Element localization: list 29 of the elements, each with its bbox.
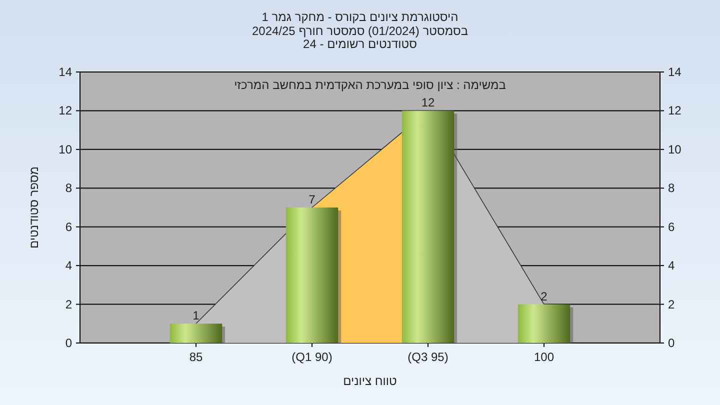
chart-subtitle: בסמסטר (01/2024) סמסטר חורף 2024/25 סטודנטים רשומים - 24 — [252, 24, 468, 51]
x-tick-label: (Q1 90) — [292, 350, 332, 364]
annotation: במשימה : ציון סופי במערכת האקדמית במחשב המרכזי — [234, 78, 506, 92]
x-tick-label: 100 — [534, 350, 554, 364]
y2-tick-label: 10 — [668, 142, 682, 156]
y-tick-label: 10 — [58, 142, 72, 156]
y-tick-label: 0 — [65, 336, 72, 350]
y2-tick-label: 12 — [668, 104, 682, 118]
data-label: 2 — [540, 289, 548, 304]
y2-tick-label: 14 — [668, 65, 682, 79]
y-axis-title: מספר סטודנטים — [27, 166, 41, 249]
x-tick-label: (Q3 95) — [408, 350, 448, 364]
y-tick-label: 2 — [65, 297, 72, 312]
y2-tick-label: 0 — [668, 336, 675, 350]
y-tick-label: 6 — [65, 220, 72, 234]
y2-tick-label: 2 — [668, 297, 675, 312]
data-label: 1 — [192, 308, 200, 323]
y-tick-label: 14 — [58, 65, 72, 79]
y2-tick-label: 8 — [668, 181, 675, 196]
y-tick-label: 12 — [58, 104, 72, 118]
y-tick-label: 8 — [65, 181, 72, 196]
y2-tick-label: 6 — [668, 220, 675, 234]
chart-title: היסטוגרמת ציונים בקורס - מחקר גמר 1 — [262, 10, 458, 24]
data-label: 12 — [421, 96, 435, 110]
y-tick-label: 4 — [65, 258, 72, 273]
y2-tick-label: 4 — [668, 258, 675, 273]
x-axis-title: טווח ציונים — [343, 374, 398, 388]
data-label: 7 — [308, 192, 316, 206]
x-tick-label: 85 — [189, 350, 203, 364]
